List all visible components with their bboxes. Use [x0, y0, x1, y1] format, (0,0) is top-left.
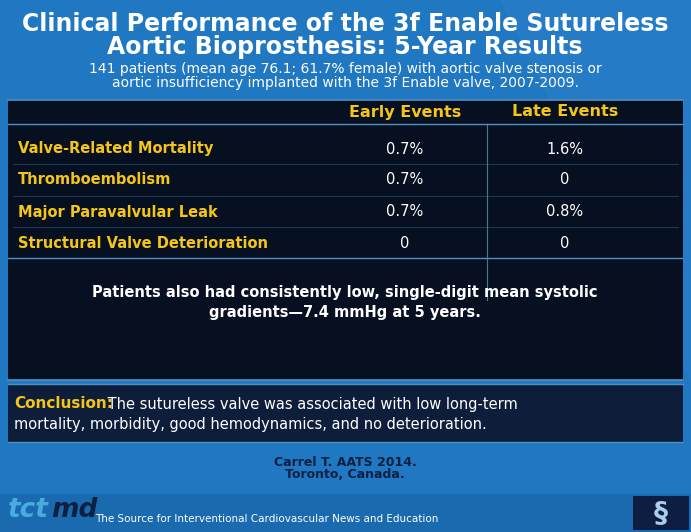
Text: 0: 0: [400, 236, 410, 251]
Text: 0.8%: 0.8%: [547, 204, 584, 220]
Text: Toronto, Canada.: Toronto, Canada.: [285, 469, 405, 481]
Bar: [8, 100, 683, 380]
Text: 0: 0: [560, 172, 569, 187]
Text: 0.7%: 0.7%: [386, 204, 424, 220]
Text: The Source for Interventional Cardiovascular News and Education: The Source for Interventional Cardiovasc…: [95, 514, 438, 524]
Text: mortality, morbidity, good hemodynamics, and no deterioration.: mortality, morbidity, good hemodynamics,…: [14, 417, 486, 431]
Text: Major Paravalvular Leak: Major Paravalvular Leak: [18, 204, 218, 220]
Text: Aortic Bioprosthesis: 5-Year Results: Aortic Bioprosthesis: 5-Year Results: [107, 35, 583, 59]
Text: 0.7%: 0.7%: [386, 142, 424, 156]
Text: Thromboembolism: Thromboembolism: [18, 172, 171, 187]
Text: Conclusion:: Conclusion:: [14, 396, 113, 411]
Text: 0: 0: [560, 236, 569, 251]
Text: gradients—7.4 mmHg at 5 years.: gradients—7.4 mmHg at 5 years.: [209, 304, 481, 320]
Text: Valve-Related Mortality: Valve-Related Mortality: [18, 142, 214, 156]
Bar: [633, 496, 689, 530]
Bar: [0, 494, 691, 532]
Text: md: md: [51, 497, 97, 523]
Text: 0.7%: 0.7%: [386, 172, 424, 187]
Text: 141 patients (mean age 76.1; 61.7% female) with aortic valve stenosis or: 141 patients (mean age 76.1; 61.7% femal…: [88, 62, 601, 76]
Text: aortic insufficiency implanted with the 3f Enable valve, 2007-2009.: aortic insufficiency implanted with the …: [111, 76, 578, 90]
Text: Late Events: Late Events: [512, 104, 618, 120]
Text: Carrel T. AATS 2014.: Carrel T. AATS 2014.: [274, 455, 417, 469]
Polygon shape: [350, 0, 691, 382]
Text: Early Events: Early Events: [349, 104, 461, 120]
Text: 1.6%: 1.6%: [547, 142, 583, 156]
Text: §: §: [654, 499, 668, 527]
Bar: [8, 384, 683, 442]
Text: Patients also had consistently low, single-digit mean systolic: Patients also had consistently low, sing…: [93, 285, 598, 300]
Text: Structural Valve Deterioration: Structural Valve Deterioration: [18, 236, 268, 251]
Text: tct: tct: [8, 497, 49, 523]
Text: The sutureless valve was associated with low long-term: The sutureless valve was associated with…: [103, 396, 518, 411]
Text: Clinical Performance of the 3f Enable Sutureless: Clinical Performance of the 3f Enable Su…: [21, 12, 668, 36]
